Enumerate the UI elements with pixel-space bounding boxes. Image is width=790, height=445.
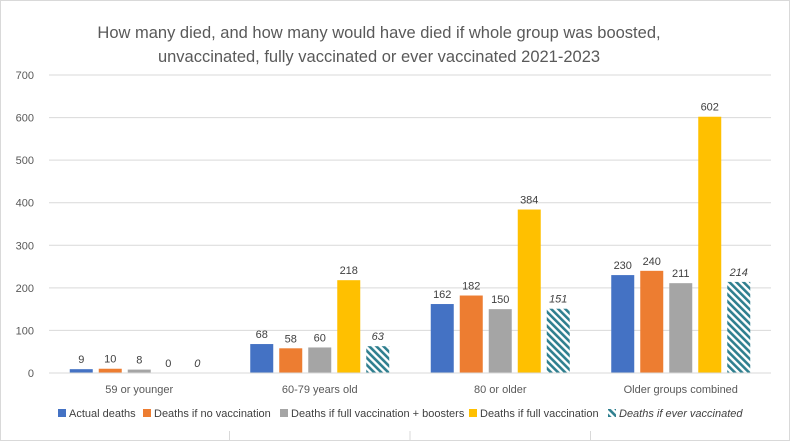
legend-entry: Deaths if full vaccination + boosters: [291, 408, 465, 420]
bar: [640, 270, 664, 373]
bar: [488, 309, 512, 373]
x-category-label: 59 or younger: [105, 384, 173, 396]
y-axis: 0 100 200 300 400 500 600 700: [16, 70, 34, 380]
legend-entry: Deaths if ever vaccinated: [619, 408, 743, 420]
y-tick-label: 100: [16, 325, 34, 337]
data-label: 9: [78, 354, 84, 366]
data-label: 182: [462, 281, 480, 293]
x-category-label: 80 or older: [474, 384, 527, 396]
bar: [669, 283, 693, 373]
x-axis: 59 or younger 60-79 years old 80 or older O…: [49, 372, 771, 440]
bar: [69, 369, 93, 373]
data-label: 8: [136, 355, 142, 367]
bar: [430, 304, 454, 373]
bar: [279, 348, 303, 373]
data-label: 602: [701, 102, 719, 114]
legend-swatch: [280, 409, 288, 417]
x-category-label: Older groups combined: [624, 384, 738, 396]
chart-title-line-2: unvaccinated, fully vaccinated or ever v…: [158, 48, 600, 66]
legend: Actual deaths Deaths if no vaccination Dea…: [58, 408, 743, 420]
bar: [459, 295, 483, 373]
data-label: 68: [256, 329, 268, 341]
data-label: 150: [491, 294, 509, 306]
data-label: 58: [285, 333, 297, 345]
data-label: 0: [165, 358, 171, 370]
gridlines: [49, 74, 771, 331]
bar: [337, 280, 361, 373]
legend-swatch: [143, 409, 151, 417]
data-label: 151: [549, 294, 567, 306]
bar: [127, 369, 151, 373]
bar: [308, 347, 332, 373]
bar: [727, 281, 751, 373]
y-tick-label: 0: [28, 368, 34, 380]
legend-entry: Deaths if no vaccination: [154, 408, 271, 420]
bar: [611, 275, 635, 373]
y-tick-label: 400: [16, 198, 34, 210]
data-label: 162: [433, 289, 451, 301]
data-label: 211: [672, 268, 690, 280]
bar: [250, 344, 274, 373]
data-label: 0: [194, 358, 201, 370]
legend-entry: Deaths if full vaccination: [480, 408, 599, 420]
data-label: 230: [614, 260, 632, 272]
y-tick-label: 700: [16, 70, 34, 82]
y-tick-label: 500: [16, 155, 34, 167]
bar: [98, 368, 122, 373]
data-label: 384: [520, 195, 538, 207]
legend-swatch: [608, 409, 616, 417]
data-label: 63: [372, 331, 385, 343]
data-label: 10: [104, 354, 116, 366]
data-label: 214: [729, 267, 748, 279]
bar: [366, 346, 390, 373]
legend-entry: Actual deaths: [69, 408, 136, 420]
data-label: 218: [340, 265, 358, 277]
y-tick-label: 300: [16, 240, 34, 252]
chart-title-line-1: How many died, and how many would have d…: [97, 24, 660, 42]
data-label: 60: [314, 332, 326, 344]
legend-swatch: [469, 409, 477, 417]
bar: [698, 116, 722, 373]
bar: [517, 209, 541, 373]
y-tick-label: 600: [16, 113, 34, 125]
y-tick-label: 200: [16, 283, 34, 295]
x-category-label: 60-79 years old: [282, 384, 358, 396]
legend-swatch: [58, 409, 66, 417]
bar: [546, 308, 570, 373]
data-label: 240: [643, 256, 661, 268]
bars: 9 10 8 0 0 68 58 60 218 63 162 182 150 384 151 230 240 21…: [69, 102, 751, 373]
